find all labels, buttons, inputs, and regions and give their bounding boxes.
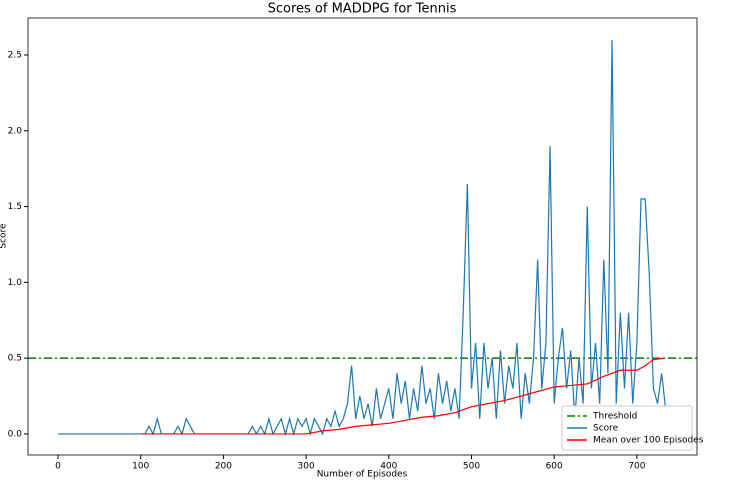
x-tick-label: 200 xyxy=(215,462,232,472)
x-axis-label: Number of Episodes xyxy=(317,470,408,480)
chart-title: Scores of MADDPG for Tennis xyxy=(268,2,457,17)
y-tick-label: 0.5 xyxy=(8,354,22,364)
x-tick-label: 500 xyxy=(463,462,480,472)
x-tick-label: 600 xyxy=(546,462,563,472)
series-line xyxy=(58,39,667,437)
x-tick-label: 0 xyxy=(55,462,61,472)
y-axis-label: Score xyxy=(0,223,9,249)
y-tick-label: 1.5 xyxy=(8,202,22,212)
x-tick-label: 100 xyxy=(132,462,149,472)
legend-label: Score xyxy=(593,424,619,434)
plot-frame xyxy=(27,17,698,456)
y-tick-label: 0.0 xyxy=(8,429,23,439)
y-tick-label: 1.0 xyxy=(8,278,23,288)
x-tick-label: 300 xyxy=(298,462,315,472)
y-tick-label: 2.0 xyxy=(8,126,23,136)
legend-box xyxy=(561,405,693,451)
x-tick-label: 700 xyxy=(628,462,645,472)
legend-label: Threshold xyxy=(592,412,637,422)
series-line xyxy=(140,357,665,435)
x-tick-label: 400 xyxy=(380,462,397,472)
y-tick-label: 2.5 xyxy=(8,50,22,60)
legend-label: Mean over 100 Episodes xyxy=(593,436,704,446)
